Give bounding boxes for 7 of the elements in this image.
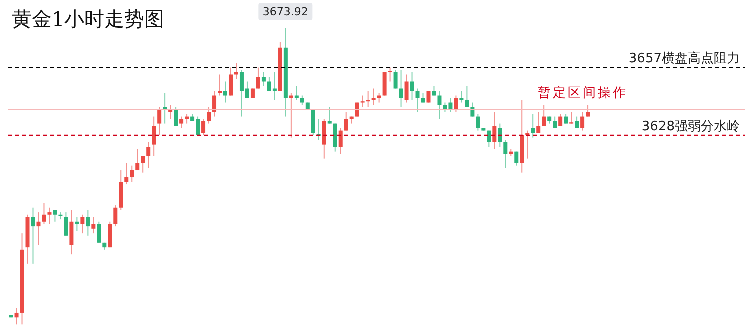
ref-line-label: 3628强弱分水岭 xyxy=(642,119,740,134)
ref-line-label: 3657横盘高点阻力 xyxy=(628,50,740,67)
annotation: 暂定区间操作 xyxy=(538,85,628,102)
annotation: 3673.92 xyxy=(262,6,308,19)
candlestick xyxy=(426,90,431,104)
candlestick xyxy=(382,72,387,96)
chart-title: 黄金1小时走势图 xyxy=(12,6,165,33)
